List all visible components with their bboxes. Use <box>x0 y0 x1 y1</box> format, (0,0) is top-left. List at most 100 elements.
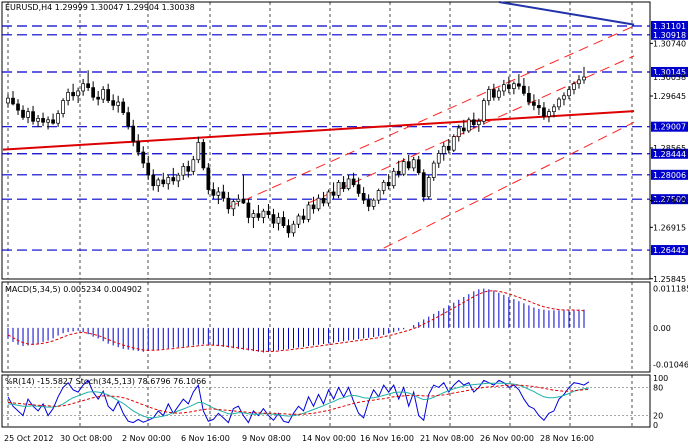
candle-body <box>191 159 196 172</box>
candle-body <box>81 83 85 92</box>
candle-body <box>61 100 65 114</box>
channel-upper-line <box>228 25 635 208</box>
price-tick-label: 1.30740 <box>653 39 686 48</box>
candle-body <box>386 181 391 187</box>
candle-body <box>471 119 476 125</box>
candle-body <box>281 217 286 226</box>
candle-body <box>416 159 421 174</box>
candle-body <box>56 113 60 124</box>
macd-panel-frame <box>1 281 651 373</box>
candle-body <box>451 136 456 151</box>
candle-body <box>286 225 291 234</box>
level-price-label: 1.28006 <box>653 171 686 180</box>
time-tick-label: 30 Oct 08:00 <box>60 434 112 443</box>
candle-body <box>502 84 506 92</box>
candle-body <box>396 170 401 175</box>
candle-body <box>321 197 326 204</box>
candle-body <box>557 98 561 108</box>
price-tick-label: 1.26915 <box>653 223 686 232</box>
candle-body <box>256 213 261 218</box>
channel-lower-line <box>383 121 635 249</box>
candle-body <box>136 141 141 153</box>
candle-body <box>406 161 411 169</box>
candle-body <box>26 111 30 118</box>
candle-body <box>116 101 121 106</box>
candle-body <box>101 89 106 100</box>
candle-body <box>361 193 366 201</box>
price-tick-label: 1.29645 <box>653 92 686 101</box>
level-price-tag <box>651 245 688 256</box>
price-tick-label: 1.25845 <box>653 275 686 284</box>
candle-body <box>216 191 221 196</box>
candle-body <box>301 215 306 220</box>
candle-body <box>306 204 311 220</box>
candle-body <box>86 83 90 88</box>
candle-body <box>336 181 341 196</box>
symbol-header: EURUSD,H4 1.29999 1.30047 1.29904 1.3003… <box>5 3 195 12</box>
williams-r-line <box>7 379 590 424</box>
level-price-tag <box>651 20 688 31</box>
macd-series: 0.011185 0.00 -0.01046 <box>7 285 688 370</box>
candle-body <box>567 89 571 97</box>
macd-panel: 0.011185 0.00 -0.01046 MACD(5,34,5) 0.0052… <box>1 281 688 373</box>
candle-body <box>156 179 161 187</box>
candle-body <box>11 97 15 105</box>
candle-body <box>231 201 236 210</box>
candle-body <box>201 142 206 169</box>
level-price-tag <box>651 66 688 77</box>
candle-body <box>181 166 186 176</box>
candle-body <box>547 111 551 117</box>
candle-body <box>91 87 95 98</box>
horizontal-levels <box>2 25 650 251</box>
candle-body <box>436 153 441 164</box>
vertical-grid <box>7 2 633 427</box>
candle-body <box>76 90 80 97</box>
candle-body <box>562 95 566 100</box>
candle-body <box>111 100 116 106</box>
candle-body <box>31 111 35 122</box>
macd-label: MACD(5,34,5) 0.005234 0.004902 <box>5 285 142 294</box>
macd-tick-label: -0.01046 <box>653 361 688 370</box>
candle-body <box>226 197 231 210</box>
time-tick-label: 6 Nov 16:00 <box>181 434 230 443</box>
level-price-tag <box>651 194 688 205</box>
candle-body <box>196 142 201 161</box>
macd-tick-label: 0.011185 <box>653 285 688 294</box>
stoch-signal-line <box>7 384 590 415</box>
candle-body <box>326 191 331 204</box>
time-tick-label: 14 Nov 00:00 <box>302 434 356 443</box>
candle-body <box>316 197 321 210</box>
candle-body <box>146 162 151 176</box>
candle-body <box>276 217 281 224</box>
level-price-tag <box>651 29 688 40</box>
candle-body <box>366 199 371 207</box>
candle-body <box>161 179 166 185</box>
candle-body <box>221 191 226 199</box>
candle-body <box>356 184 361 194</box>
candle-body <box>431 162 436 178</box>
candle-body <box>96 96 101 100</box>
stoch-tick-label: 80 <box>653 383 663 392</box>
candles <box>6 66 586 238</box>
candle-body <box>246 202 251 218</box>
candle-body <box>236 198 241 202</box>
price-tick-label: 1.27470 <box>653 197 686 206</box>
candle-body <box>121 101 126 113</box>
candle-body <box>391 170 396 187</box>
candle-body <box>441 145 446 154</box>
candle-body <box>311 204 316 210</box>
candle-body <box>36 118 40 122</box>
candle-body <box>537 105 541 109</box>
level-price-label: 1.30918 <box>653 31 686 40</box>
level-price-label: 1.31101 <box>653 22 686 31</box>
candle-body <box>512 83 516 89</box>
candle-body <box>351 178 356 186</box>
candle-body <box>507 84 511 89</box>
candle-body <box>486 89 491 101</box>
candle-body <box>466 119 471 132</box>
candle-body <box>542 107 546 117</box>
